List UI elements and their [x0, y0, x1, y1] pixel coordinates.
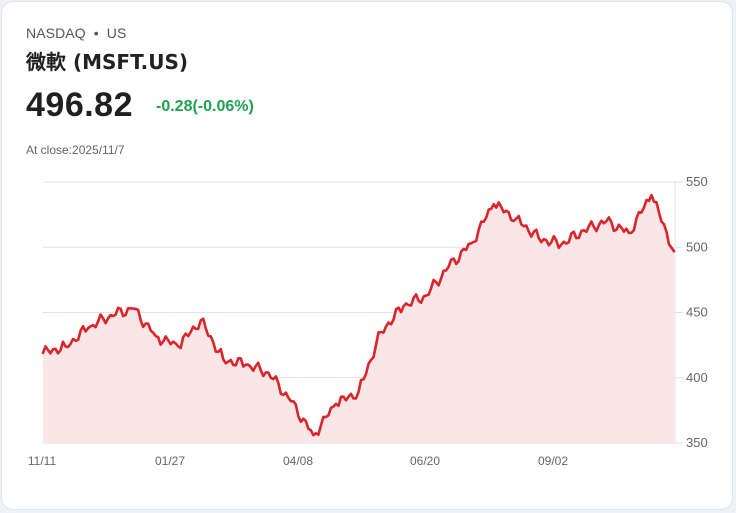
- market-name: US: [106, 25, 127, 41]
- x-tick-label: 06/20: [410, 454, 440, 468]
- close-timestamp: At close:2025/11/7: [26, 143, 125, 157]
- y-tick-label: 550: [686, 174, 708, 189]
- y-tick-label: 400: [686, 370, 708, 385]
- exchange-label: NASDAQ • US: [26, 25, 126, 41]
- y-tick-label: 450: [686, 305, 708, 320]
- y-tick-label: 350: [686, 435, 708, 450]
- x-tick-label: 09/02: [538, 454, 568, 468]
- stock-price: 496.82: [26, 86, 133, 124]
- price-line: [41, 193, 676, 437]
- y-tick-label: 500: [686, 239, 708, 254]
- separator-dot: •: [93, 25, 99, 41]
- x-tick-label: 04/08: [283, 454, 313, 468]
- stock-name: 微軟 (MSFT.US): [26, 50, 189, 74]
- y-axis: 550 500 450 400 350: [686, 174, 708, 450]
- price-change: -0.28(-0.06%): [156, 98, 254, 115]
- x-tick-label: 11/11: [28, 454, 57, 468]
- x-tick-label: 01/27: [155, 454, 185, 468]
- x-axis: 11/11 01/27 04/08 06/20 09/02: [28, 454, 568, 468]
- exchange-name: NASDAQ: [26, 25, 86, 41]
- price-area-fill: [43, 195, 674, 443]
